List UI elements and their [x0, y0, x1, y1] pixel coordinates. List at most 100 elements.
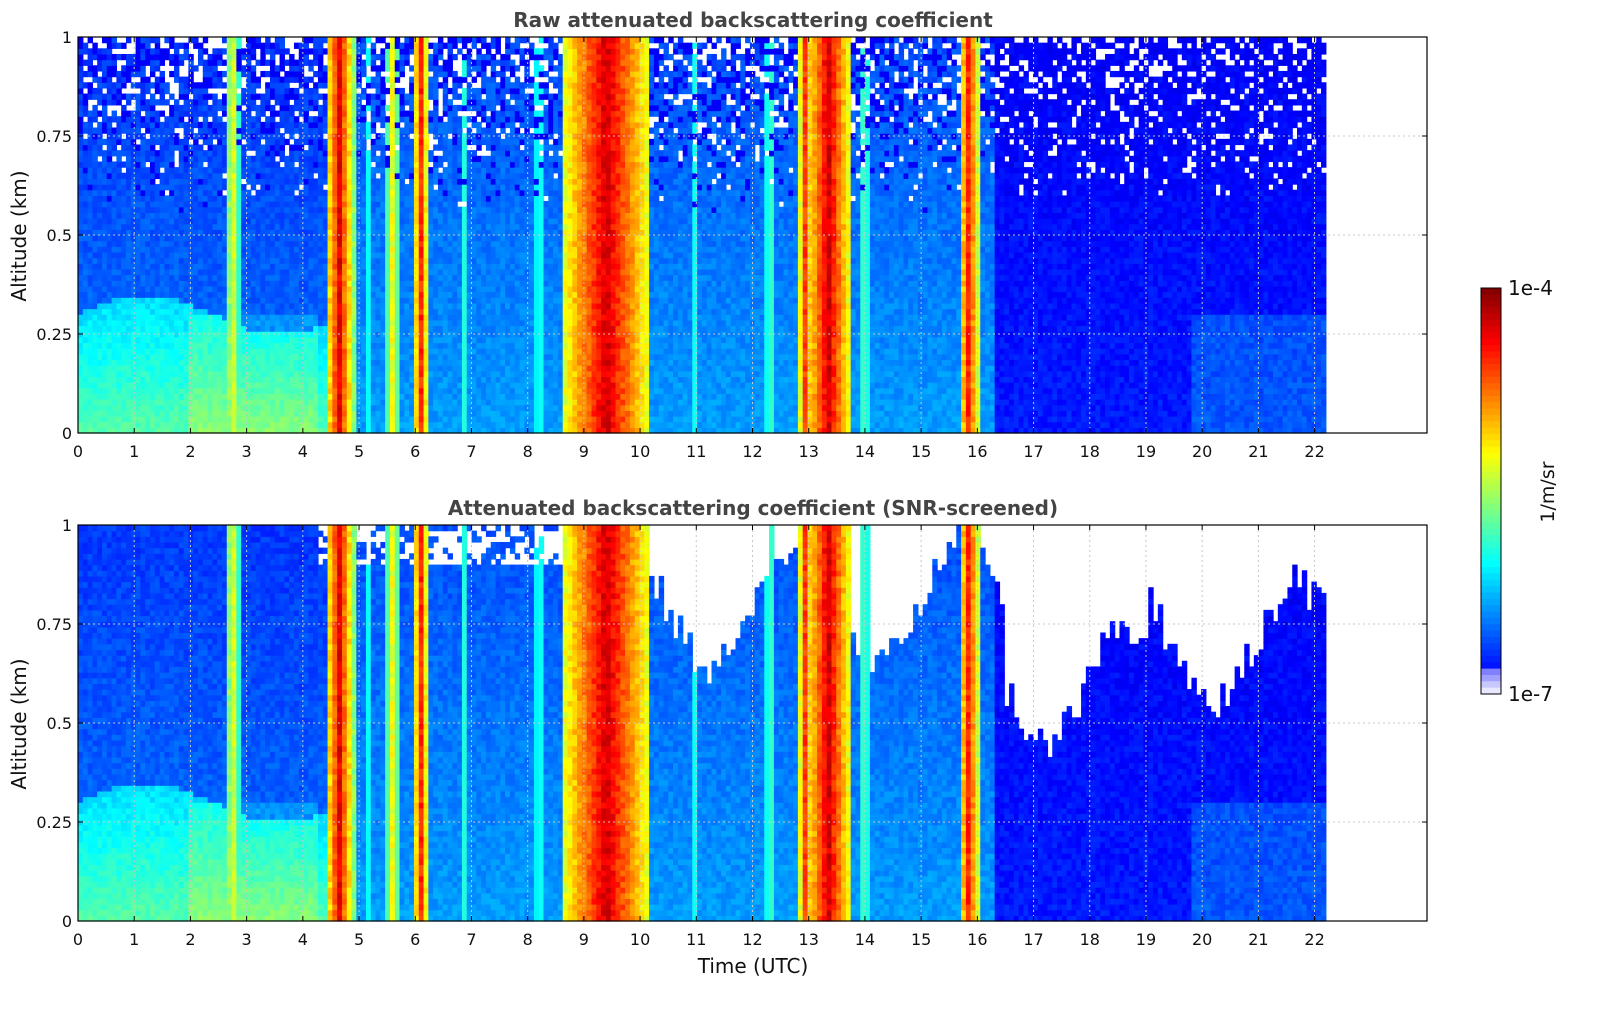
- heatmap-cell: [361, 365, 367, 372]
- heatmap-cell: [202, 268, 209, 276]
- heatmap-cell: [241, 206, 247, 213]
- heatmap-cell: [188, 421, 194, 428]
- heatmap-cell: [159, 353, 165, 361]
- heatmap-cell: [341, 99, 348, 106]
- heatmap-cell: [365, 235, 372, 242]
- heatmap-cell: [269, 336, 276, 344]
- heatmap-cell: [351, 268, 357, 276]
- heatmap-cell: [221, 319, 228, 327]
- heatmap-cell: [135, 280, 141, 287]
- heatmap-cell: [106, 285, 113, 293]
- heatmap-cell: [317, 359, 324, 366]
- heatmap-cell: [351, 421, 357, 428]
- heatmap-cell: [409, 172, 415, 180]
- heatmap-cell: [82, 285, 89, 293]
- heatmap-cell: [327, 387, 333, 394]
- heatmap-cell: [327, 99, 333, 106]
- heatmap-cell: [125, 268, 132, 276]
- heatmap-cell: [102, 251, 108, 259]
- heatmap-cell: [351, 348, 357, 355]
- heatmap-cell: [428, 382, 434, 389]
- heatmap-cell: [173, 178, 180, 185]
- heatmap-cell: [149, 93, 156, 100]
- heatmap-cell: [231, 427, 237, 434]
- heatmap-cell: [293, 365, 300, 372]
- heatmap-cell: [92, 172, 98, 180]
- heatmap-cell: [303, 331, 309, 338]
- heatmap-cell: [202, 399, 209, 406]
- heatmap-cell: [97, 246, 103, 253]
- heatmap-cell: [394, 280, 401, 287]
- heatmap-cell: [269, 404, 276, 411]
- heatmap-cell: [380, 421, 386, 428]
- heatmap-cell: [428, 76, 434, 83]
- heatmap-cell: [399, 268, 405, 276]
- heatmap-cell: [317, 421, 324, 428]
- heatmap-cell: [428, 404, 434, 411]
- heatmap-cell: [413, 212, 420, 219]
- heatmap-cell: [389, 218, 396, 225]
- heatmap-cell: [303, 404, 309, 411]
- heatmap-cell: [255, 212, 261, 219]
- heatmap-cell: [159, 110, 165, 117]
- panel-1-plot: 0 1 2 3 4 5 6 7 8 9 10 11 12 13 14 15 16 17 18 19 20 21 2200.2…: [36, 28, 1428, 461]
- heatmap-cell: [140, 370, 146, 378]
- heatmap-cell: [394, 410, 401, 417]
- heatmap-cell: [394, 76, 401, 83]
- heatmap-cell: [433, 331, 439, 338]
- heatmap-cell: [169, 70, 175, 78]
- heatmap-cell: [293, 59, 300, 66]
- heatmap-cell: [356, 376, 362, 383]
- heatmap-cell: [394, 314, 401, 321]
- heatmap-cell: [308, 178, 314, 185]
- heatmap-cell: [361, 393, 367, 400]
- heatmap-cell: [82, 280, 89, 287]
- heatmap-cell: [380, 167, 386, 174]
- heatmap-cell: [351, 404, 357, 411]
- heatmap-cell: [365, 218, 372, 225]
- heatmap-cell: [260, 404, 266, 411]
- heatmap-cell: [404, 382, 410, 389]
- heatmap-cell: [327, 116, 333, 123]
- heatmap-cell: [433, 302, 439, 310]
- heatmap-cell: [260, 184, 266, 191]
- heatmap-cell: [226, 387, 233, 394]
- heatmap-cell: [351, 161, 357, 168]
- heatmap-cell: [351, 99, 357, 106]
- heatmap-cell: [327, 325, 333, 332]
- heatmap-cell: [130, 189, 137, 196]
- heatmap-cell: [322, 342, 329, 349]
- heatmap-cell: [389, 99, 396, 106]
- heatmap-cell: [428, 110, 434, 117]
- heatmap-cell: [82, 404, 89, 411]
- heatmap-cell: [173, 348, 180, 355]
- heatmap-cell: [418, 246, 425, 253]
- heatmap-cell: [298, 161, 305, 168]
- heatmap-cell: [289, 297, 295, 304]
- heatmap-cell: [245, 342, 252, 349]
- heatmap-cell: [428, 427, 434, 434]
- heatmap-cell: [212, 172, 218, 180]
- heatmap-cell: [269, 82, 276, 89]
- heatmap-cell: [197, 150, 204, 157]
- heatmap-cell: [284, 308, 290, 315]
- heatmap-cell: [313, 121, 319, 129]
- heatmap-cell: [159, 133, 165, 140]
- heatmap-cell: [413, 336, 420, 344]
- heatmap-cell: [207, 172, 213, 180]
- heatmap-cell: [428, 387, 434, 394]
- heatmap-cell: [140, 104, 146, 112]
- heatmap-cell: [250, 285, 257, 293]
- heatmap-cell: [97, 427, 103, 434]
- heatmap-cell: [394, 285, 401, 293]
- heatmap-cell: [303, 359, 309, 366]
- heatmap-cell: [178, 331, 185, 338]
- heatmap-cell: [327, 427, 333, 434]
- heatmap-cell: [202, 382, 209, 389]
- heatmap-cell: [260, 382, 266, 389]
- heatmap-cell: [92, 336, 98, 344]
- heatmap-cell: [106, 195, 113, 202]
- heatmap-cell: [317, 229, 324, 236]
- heatmap-cell: [332, 285, 338, 293]
- heatmap-cell: [346, 257, 353, 264]
